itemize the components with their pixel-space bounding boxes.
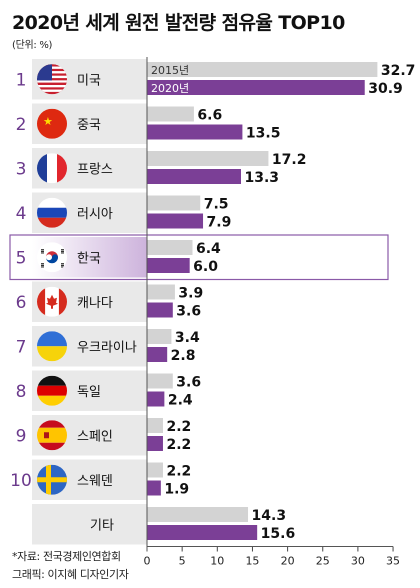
bar-2015 [147,106,194,122]
value-label-2015: 3.6 [176,375,201,391]
unit-label: (단위: %) [12,40,53,51]
chart-title: 2020년 세계 원전 발전량 점유율 TOP10 [12,12,345,34]
bar-2020 [147,302,173,318]
row-background [32,504,147,545]
x-tick-label: 5 [179,555,186,568]
country-label: 독일 [77,385,101,400]
bar-2020 [147,480,161,496]
bar-2015 [147,507,249,522]
rank-number: 9 [16,426,27,446]
bar-2015 [147,418,163,433]
country-label: 스페인 [77,429,113,444]
rank-number: 6 [16,293,27,313]
us-flag-icon [37,64,67,95]
value-label-2015: 7.5 [204,197,229,213]
value-label-2020: 2.8 [171,348,196,364]
value-label-2020: 30.9 [368,81,403,97]
value-label-2020: 6.0 [193,259,218,275]
value-label-2020: 7.9 [207,215,232,231]
value-label-2015: 3.9 [178,286,203,302]
sweden-flag-icon [37,464,67,495]
bar-2020 [147,124,243,140]
bar-2015 [147,373,173,389]
value-label-2020: 3.6 [176,304,201,320]
bar-2020 [147,525,258,540]
rank-number: 2 [16,115,27,135]
value-label-2020: 2.4 [168,393,193,409]
germany-flag-icon [37,375,67,406]
bar-2020 [147,391,165,407]
bar-2015 [147,195,201,211]
legend-2020: 2020년 [151,82,189,95]
country-label: 기타 [90,518,114,533]
bar-2020 [147,258,190,273]
rank-number: 1 [16,70,27,90]
rank-number: 7 [16,337,27,357]
value-label-2015: 3.4 [175,330,200,346]
ukraine-flag-icon [37,331,67,362]
source-note: *자료: 전국경제인연합회 [12,550,121,563]
value-label-2015: 2.2 [166,419,191,435]
country-label: 프랑스 [77,162,113,177]
value-label-2020: 1.9 [164,482,189,498]
x-tick-label: 15 [245,555,259,568]
value-label-2015: 32.7 [381,63,416,79]
bar-2020 [147,213,204,229]
rank-number: 4 [16,204,27,224]
rank-number: 5 [16,248,27,268]
legend-2015: 2015년 [151,64,189,77]
bar-2015 [147,329,172,344]
country-label: 중국 [77,118,101,133]
value-label-2015: 2.2 [166,464,191,480]
country-label: 우크라이나 [77,340,137,355]
svg-text:★: ★ [43,115,53,128]
country-label: 러시아 [77,207,113,222]
country-label: 한국 [77,251,101,266]
x-tick-label: 0 [144,555,151,568]
bar-2015 [147,151,269,166]
value-label-2020: 13.3 [244,170,279,186]
rank-number: 8 [16,382,27,402]
bar-2020 [147,80,365,95]
x-tick-label: 10 [210,555,224,568]
value-label-2015: 6.6 [197,108,222,124]
bar-2015 [147,240,193,255]
x-tick-label: 25 [316,555,330,568]
value-label-2020: 15.6 [261,526,296,542]
rank-number: 10 [10,471,32,491]
value-label-2020: 2.2 [166,437,191,453]
bar-2015 [147,284,175,300]
rank-number: 3 [16,159,27,179]
country-label: 캐나다 [77,296,113,311]
china-flag-icon: ★ [37,108,67,139]
x-tick-label: 30 [351,555,365,568]
value-label-2015: 17.2 [272,152,307,168]
france-flag-icon [37,153,67,184]
value-label-2015: 6.4 [196,241,221,257]
bar-2020 [147,436,163,451]
value-label-2015: 14.3 [252,508,287,524]
x-tick-label: 35 [386,555,400,568]
bar-2020 [147,347,168,362]
highlight-frame [9,234,389,281]
country-label: 스웨덴 [77,474,113,489]
bar-2015 [147,62,378,77]
value-label-2020: 13.5 [246,126,281,142]
canada-flag-icon [37,286,67,317]
russia-flag-icon [37,197,67,228]
bar-2015 [147,462,163,478]
x-tick-label: 20 [281,555,295,568]
spain-flag-icon [37,420,67,451]
bar-2020 [147,169,241,184]
korea-flag-icon [37,242,67,273]
credit-note: 그래픽: 이지혜 디자인기자 [12,568,129,581]
country-label: 미국 [77,73,101,88]
